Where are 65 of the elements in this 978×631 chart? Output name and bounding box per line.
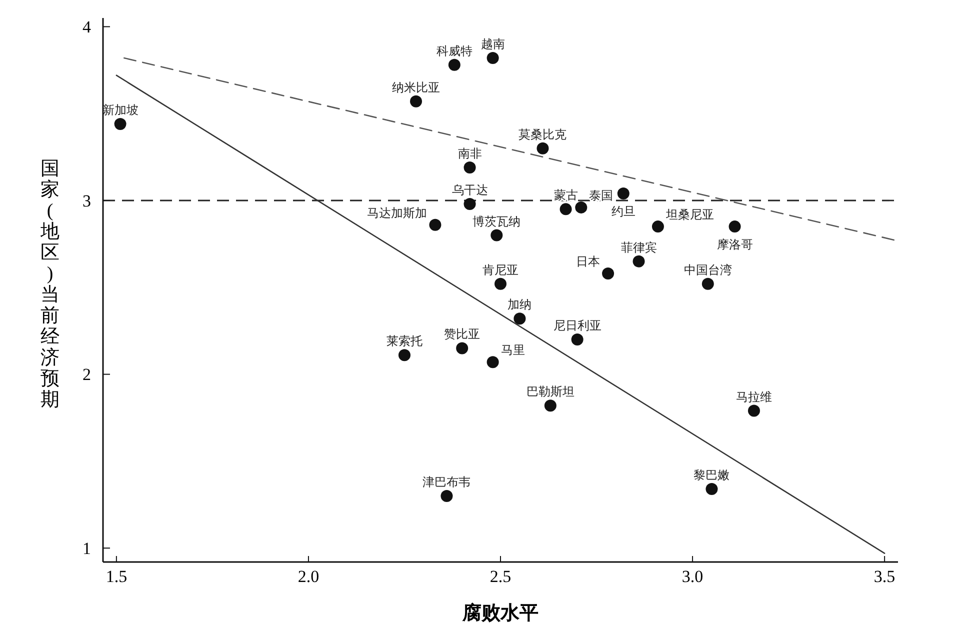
point [575, 201, 588, 214]
annotation: 肯尼亚 [482, 262, 518, 277]
annotation: 乌干达 [452, 182, 488, 197]
x-tick-label: 1.5 [106, 567, 128, 586]
annotation: 马里 [500, 343, 525, 358]
x-axis-title: 腐败水平 [462, 602, 538, 624]
annotation: 坦桑尼亚 [664, 208, 714, 222]
point [702, 278, 714, 290]
y-tick-label: 1 [82, 539, 91, 558]
annotation: 新加坡 [102, 103, 138, 118]
point [748, 404, 760, 417]
annotation: 赞比亚 [444, 327, 480, 342]
annotation: 津巴布韦 [422, 474, 471, 489]
annotation: 摩洛哥 [716, 238, 753, 252]
point [490, 229, 503, 242]
y-tick-label: 3 [82, 191, 91, 210]
point [728, 220, 741, 233]
annotation: 南非 [458, 146, 482, 160]
point [602, 267, 614, 280]
point [571, 334, 584, 346]
point [632, 255, 645, 268]
annotation: 马拉维 [736, 390, 772, 404]
annotation: 纳米比亚 [392, 80, 440, 94]
annotation: 巴勒斯坦 [526, 384, 574, 399]
point [514, 312, 526, 325]
point [652, 220, 664, 233]
x-tick-label: 3.0 [682, 567, 704, 586]
point [544, 400, 556, 412]
point [486, 356, 499, 368]
point [410, 95, 422, 108]
annotation: 菲律宾 [620, 240, 657, 254]
point [486, 52, 499, 64]
point [398, 349, 410, 362]
annotation: 科威特 [436, 44, 472, 58]
annotation: 蒙古 [554, 188, 578, 202]
point [494, 278, 506, 290]
y-tick-label: 4 [82, 18, 92, 37]
annotation: 中国台湾 [684, 262, 732, 277]
x-tick-label: 2.5 [490, 567, 512, 586]
annotation: 莱索托 [386, 334, 422, 348]
annotation: 博茨瓦纳 [472, 214, 521, 228]
annotation: 尼日利亚 [553, 318, 602, 333]
annotation: 莫桑比克 [518, 127, 567, 142]
point [560, 203, 572, 216]
annotation: 泰国 [589, 188, 614, 202]
point [448, 58, 460, 71]
point [464, 198, 476, 210]
annotation: 马达加斯加 [367, 206, 428, 220]
annotation: 约旦 [611, 204, 636, 219]
annotation: 黎巴嫩 [694, 468, 730, 482]
point [617, 188, 630, 200]
point [114, 118, 126, 130]
point [464, 161, 476, 174]
point [429, 218, 442, 231]
x-tick-label: 3.5 [874, 567, 896, 586]
annotation: 日本 [576, 254, 600, 268]
point [456, 342, 468, 354]
annotation: 越南 [480, 36, 505, 51]
point [440, 490, 453, 502]
annotation: 加纳 [508, 298, 532, 312]
text: 国家(地区)当前经济预期 [40, 158, 60, 410]
point [536, 142, 549, 154]
y-tick-label: 2 [82, 365, 91, 384]
x-tick-label: 2.0 [298, 567, 320, 586]
point [706, 483, 718, 496]
